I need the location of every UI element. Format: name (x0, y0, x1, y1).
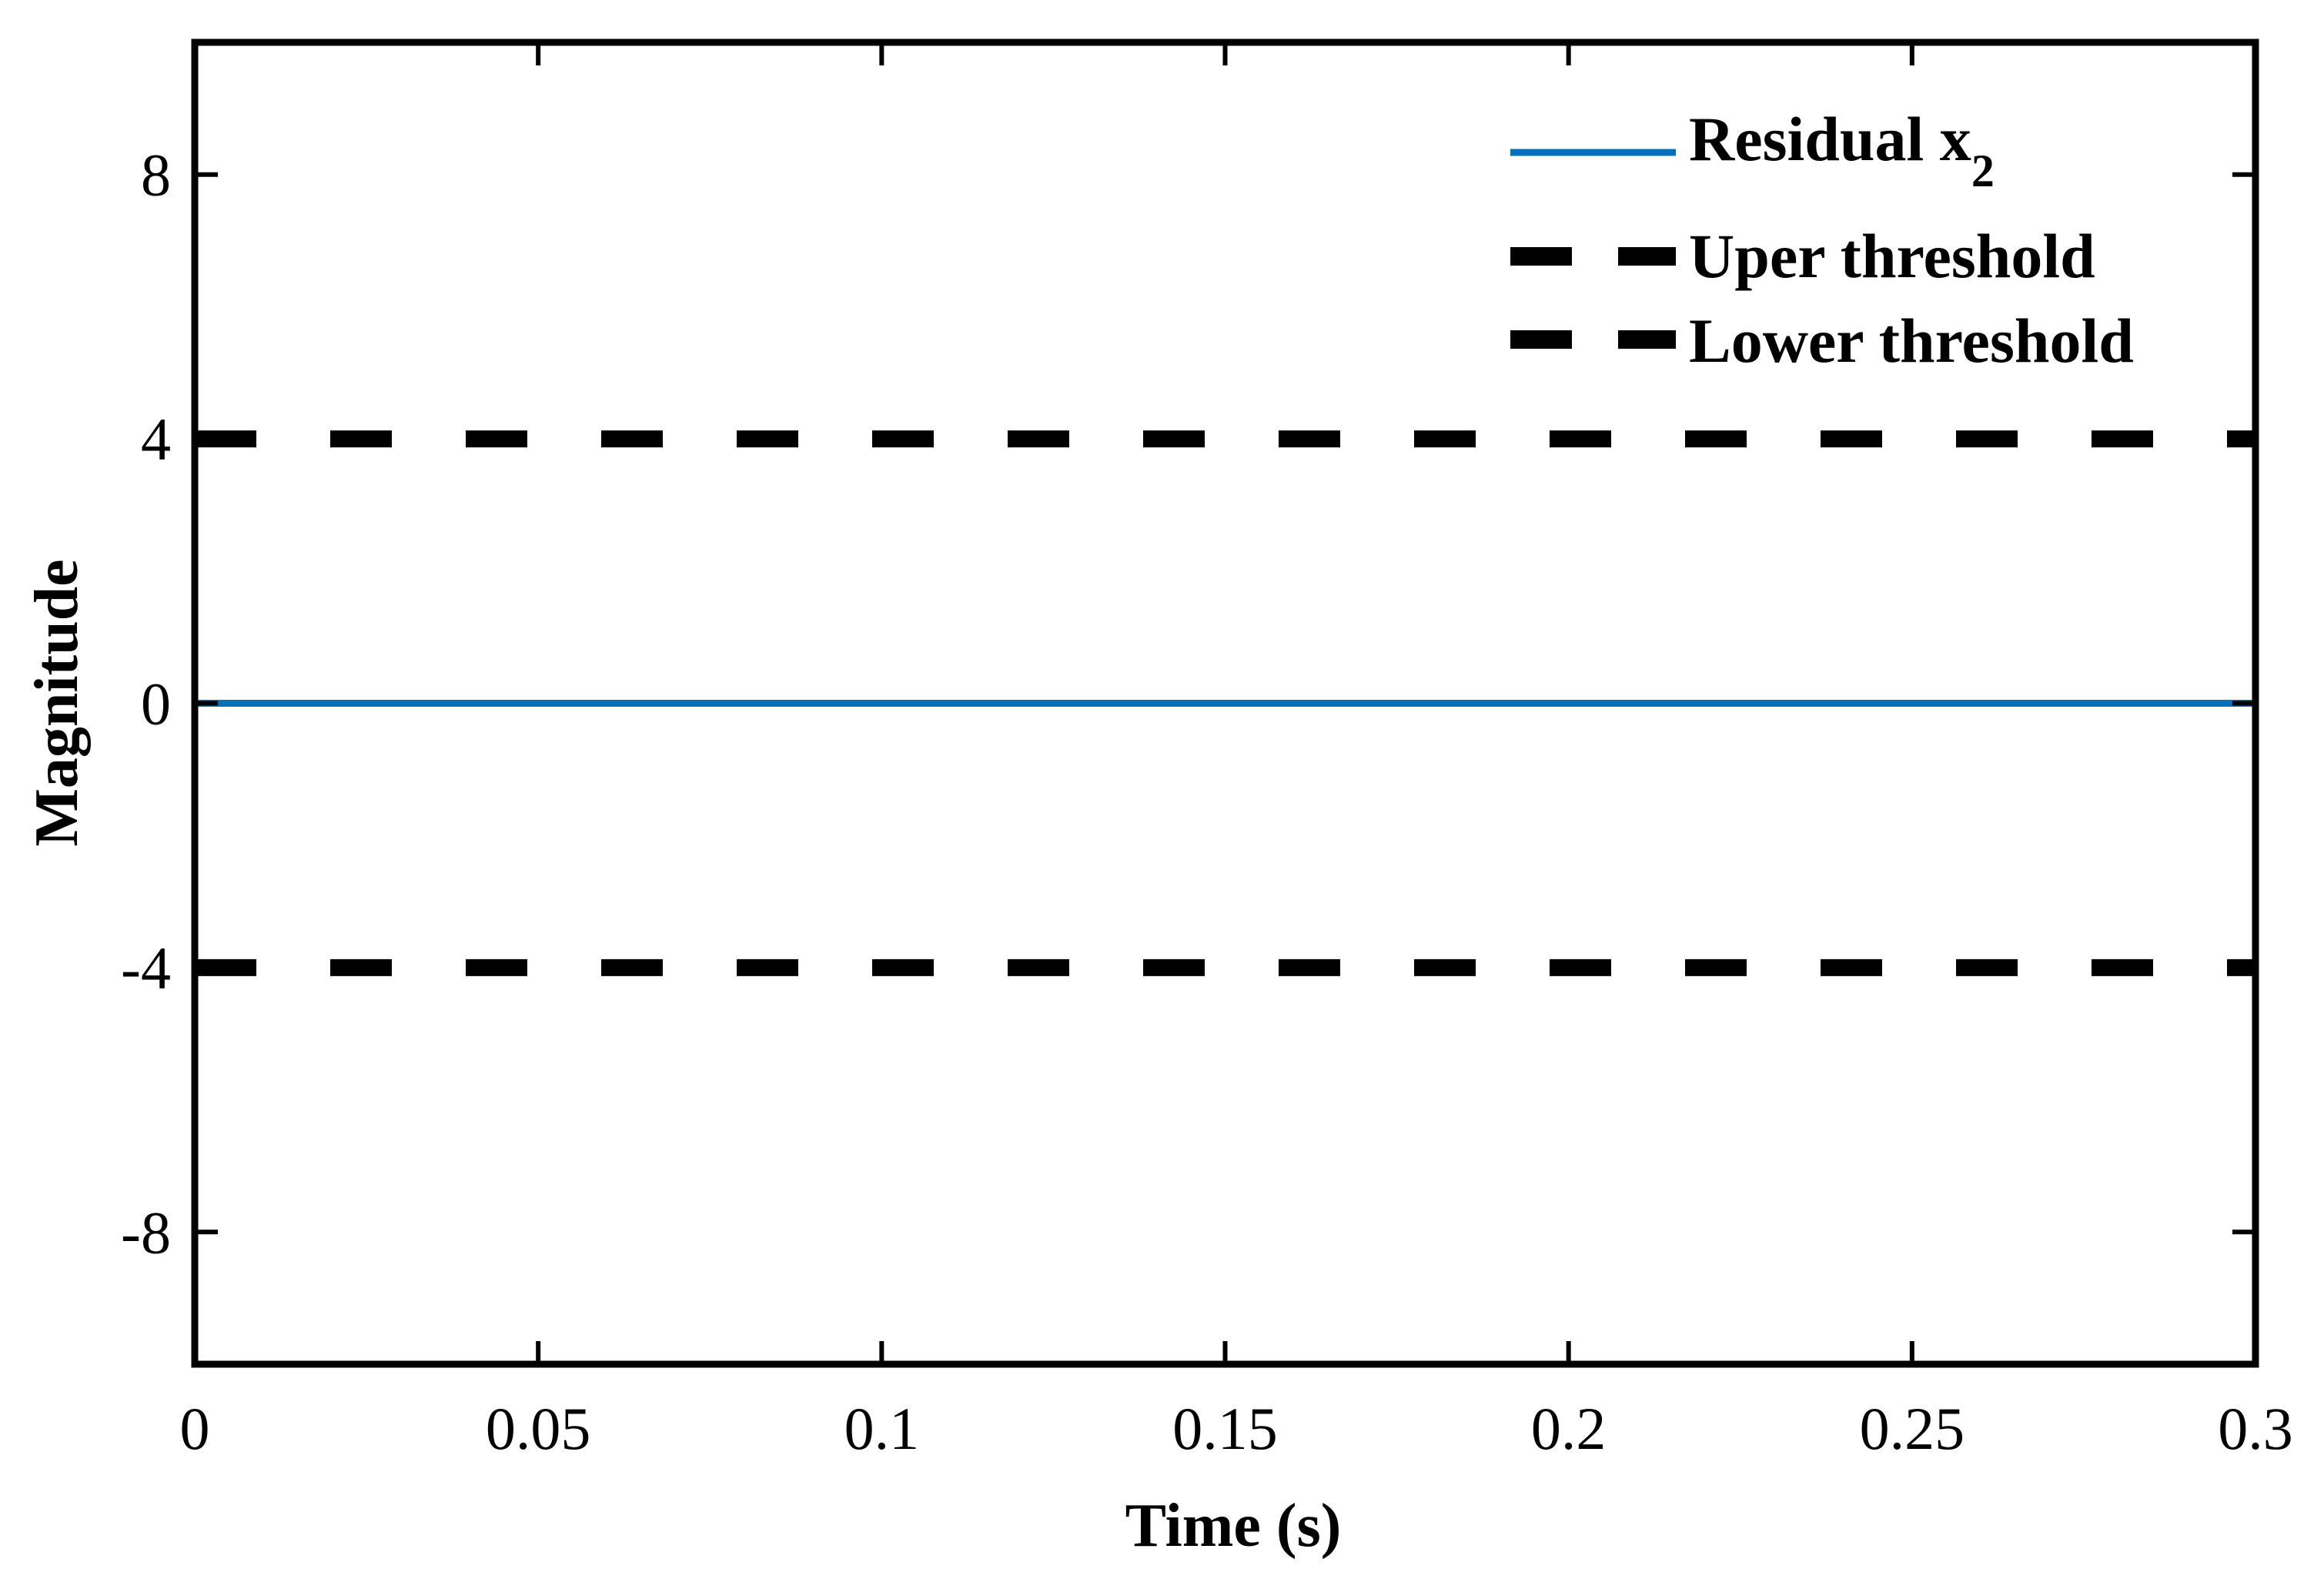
y-axis-label: Magnitude (23, 559, 91, 846)
series-layer (195, 430, 2255, 976)
legend-label-residual: Residual x2 (1689, 104, 1995, 196)
y-tick-label-1: -4 (121, 935, 171, 1002)
x-tick-label-6: 0.3 (2218, 1395, 2293, 1462)
legend: Residual x2 Uper threshold Lower thresho… (1510, 104, 2134, 376)
x-tick-label-3: 0.15 (1172, 1395, 1278, 1462)
legend-label-lower: Lower threshold (1689, 306, 2134, 376)
x-tick-label-0: 0 (180, 1395, 210, 1462)
x-tick-label-4: 0.2 (1531, 1395, 1607, 1462)
x-tick-labels: 0 0.05 0.1 0.15 0.2 0.25 0.3 (180, 1395, 2293, 1462)
x-tick-label-1: 0.05 (486, 1395, 591, 1462)
x-tick-label-2: 0.1 (844, 1395, 920, 1462)
y-tick-label-4: 8 (141, 142, 171, 209)
y-tick-label-3: 4 (141, 406, 171, 473)
y-tick-label-0: -8 (121, 1199, 171, 1266)
legend-label-residual-main: Residual x (1689, 104, 1971, 174)
legend-label-upper: Uper threshold (1689, 221, 2095, 291)
x-tick-label-5: 0.25 (1860, 1395, 1965, 1462)
legend-label-residual-subscript: 2 (1971, 146, 1995, 196)
x-axis-label: Time (s) (1125, 1492, 1342, 1560)
y-tick-label-2: 0 (141, 671, 171, 738)
y-tick-labels: -8 -4 0 4 8 (121, 142, 171, 1266)
plot-frame (191, 38, 2259, 1368)
